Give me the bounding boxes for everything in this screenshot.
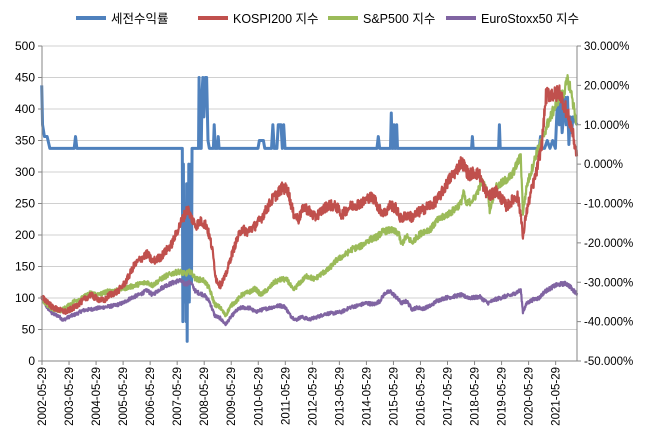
left-tick-label: 450: [15, 71, 35, 85]
right-tick-label: -50.000%: [584, 356, 633, 368]
x-tick-label: 2011-05-29: [280, 367, 292, 425]
x-tick-label: 2006-05-29: [145, 367, 157, 426]
left-tick-label: 100: [15, 291, 35, 305]
x-tick-label: 2016-05-29: [415, 367, 427, 426]
x-tick-label: 2021-05-29: [551, 367, 563, 426]
left-tick-label: 50: [22, 323, 36, 337]
legend-label: KOSPI200 지수: [233, 12, 319, 26]
legend-label: 세전수익률: [111, 12, 169, 26]
left-tick-label: 300: [15, 165, 35, 179]
left-tick-label: 150: [15, 260, 35, 274]
legend-label: EuroStoxx50 지수: [481, 12, 579, 26]
left-tick-label: 350: [15, 134, 35, 148]
x-tick-label: 2004-05-29: [91, 367, 103, 426]
legend-label: S&P500 지수: [363, 12, 435, 26]
right-tick-label: 20.000%: [584, 80, 629, 92]
x-tick-label: 2002-05-29: [37, 367, 49, 426]
right-tick-label: -10.000%: [584, 199, 633, 211]
x-tick-label: 2019-05-29: [497, 367, 509, 426]
right-axis-ticks: -50.000% -40.000% -30.000% -20.000% -10.000%…: [577, 41, 633, 368]
x-tick-label: 2018-05-29: [470, 367, 482, 426]
x-tick-label: 2007-05-29: [172, 367, 184, 426]
x-axis-ticks: 2002-05-29 2003-05-29 2004-05-29 2005-05-29…: [37, 361, 563, 426]
right-tick-label: -40.000%: [584, 317, 633, 329]
legend: 세전수익률 KOSPI200 지수 S&P500 지수 EuroStoxx50 지수: [76, 12, 579, 26]
left-tick-label: 500: [15, 39, 35, 53]
x-tick-label: 2008-05-29: [199, 367, 211, 426]
left-tick-label: 400: [15, 102, 35, 116]
left-tick-label: 250: [15, 197, 35, 211]
x-tick-label: 2020-05-29: [524, 367, 536, 426]
right-tick-label: -20.000%: [584, 238, 633, 250]
x-tick-label: 2014-05-29: [361, 367, 373, 426]
x-tick-label: 2005-05-29: [118, 367, 130, 426]
left-tick-label: 0: [28, 354, 35, 368]
x-tick-label: 2010-05-29: [253, 367, 265, 426]
x-tick-label: 2012-05-29: [307, 367, 319, 426]
right-tick-label: 30.000%: [584, 41, 629, 53]
x-tick-label: 2003-05-29: [64, 367, 76, 426]
series-layer: [40, 74, 579, 343]
left-axis-ticks: 0 50 100 150 200 250 300 350 400 450 500: [15, 39, 42, 368]
x-tick-label: 2015-05-29: [388, 367, 400, 426]
x-tick-label: 2009-05-29: [226, 367, 238, 426]
right-tick-label: 0.000%: [584, 159, 623, 171]
x-tick-label: 2013-05-29: [334, 367, 346, 426]
series-line-eurostoxx50: [40, 277, 579, 327]
right-tick-label: -30.000%: [584, 277, 633, 289]
series-line-pre-tax-return: [40, 76, 579, 343]
left-tick-label: 200: [15, 228, 35, 242]
x-tick-label: 2017-05-29: [443, 367, 455, 426]
series-line-kospi200: [40, 84, 579, 315]
right-tick-label: 10.000%: [584, 120, 629, 132]
